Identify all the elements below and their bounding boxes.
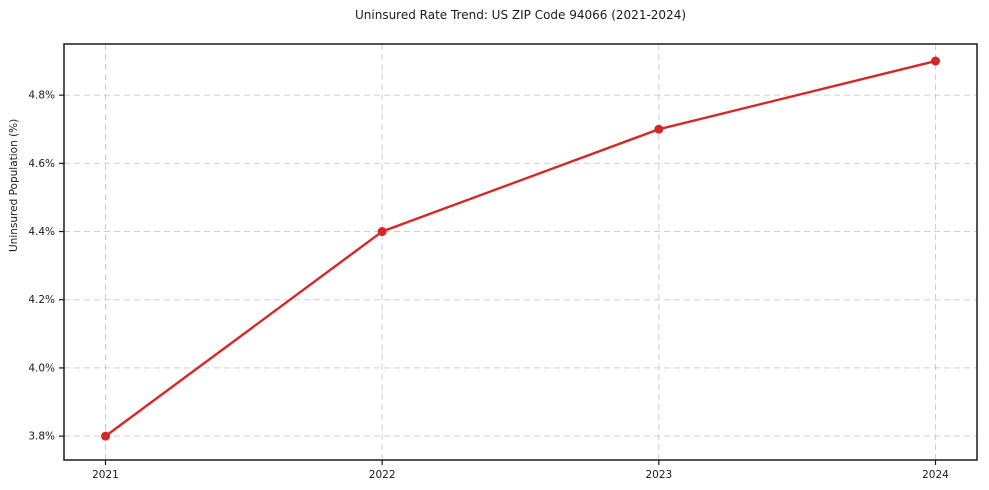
data-point <box>654 124 664 134</box>
x-tick-label: 2024 <box>922 469 949 481</box>
y-tick-label: 3.8% <box>28 431 55 443</box>
y-tick-label: 4.2% <box>28 294 55 306</box>
y-tick-label: 4.6% <box>28 158 55 170</box>
y-tick-label: 4.8% <box>28 90 55 102</box>
y-tick-label: 4.4% <box>28 226 55 238</box>
x-tick-label: 2021 <box>92 469 119 481</box>
data-point <box>377 227 387 237</box>
chart-title: Uninsured Rate Trend: US ZIP Code 94066 … <box>354 8 687 22</box>
trend-line <box>104 59 937 438</box>
plot-border <box>63 43 978 461</box>
y-tick-label: 4.0% <box>28 362 55 374</box>
data-point <box>101 431 110 441</box>
x-tick-label: 2023 <box>645 469 672 481</box>
data-point <box>931 56 940 66</box>
x-tick-label: 2022 <box>369 469 396 481</box>
